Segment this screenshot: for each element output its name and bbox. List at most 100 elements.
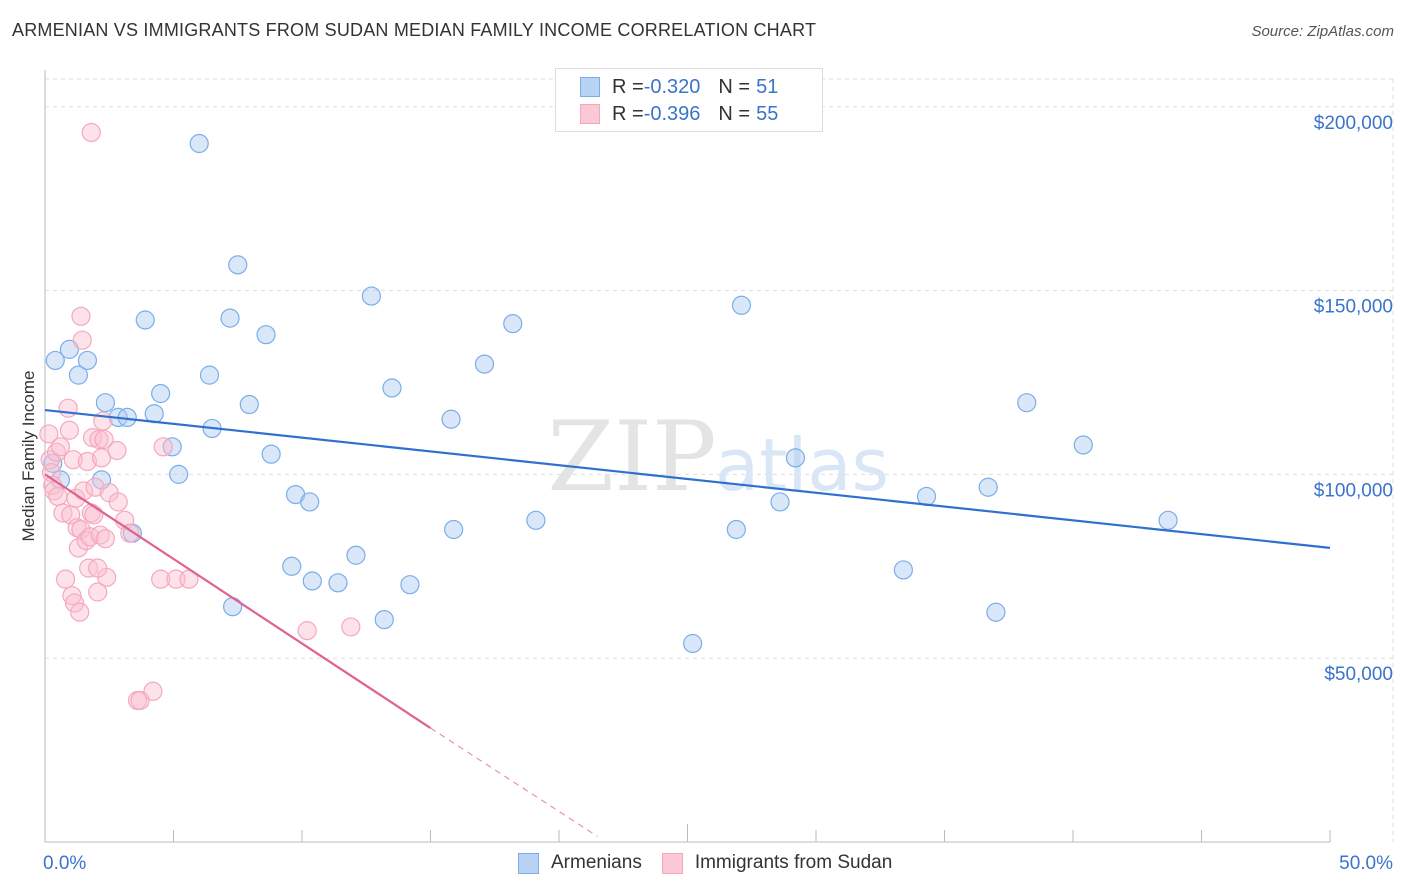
axes <box>44 70 1331 843</box>
sudan-point <box>71 306 91 326</box>
armenians-point <box>45 350 65 371</box>
sudan-point <box>68 538 89 558</box>
armenians-point <box>77 350 98 371</box>
legend-r-value: -0.320 <box>643 75 701 98</box>
series-label-sudan: Immigrants from Sudan <box>694 852 893 873</box>
armenians-point <box>503 314 523 334</box>
armenians-point <box>1073 435 1093 455</box>
sudan-point <box>53 503 73 523</box>
sudan-point <box>151 569 171 589</box>
armenians-point <box>374 609 394 630</box>
armenians-trend-line <box>44 408 1331 549</box>
correlation-legend: R = -0.320 N = 51 R = -0.396 N = 55 <box>555 68 823 132</box>
series-legend-sudan: Immigrants from Sudan <box>661 852 893 874</box>
legend-r-label: R = <box>612 102 644 125</box>
armenians-point <box>300 492 320 512</box>
armenians-point <box>400 575 420 595</box>
armenians-point <box>346 545 366 565</box>
sudan-point <box>63 450 83 470</box>
sudan-point <box>62 586 82 606</box>
sudan-point <box>91 448 112 468</box>
x-tick-label: 0.0% <box>43 853 86 874</box>
sudan-point <box>107 440 127 461</box>
armenians-point <box>770 492 790 512</box>
y-axis-label: Median Family Income <box>19 370 38 541</box>
sudan-point <box>95 529 115 549</box>
trend-lines <box>44 408 1331 837</box>
sudan-trend-extension <box>430 727 598 837</box>
series-legend: Armenians Immigrants from Sudan <box>518 852 912 874</box>
sudan-point <box>89 429 109 450</box>
chart-title: ARMENIAN VS IMMIGRANTS FROM SUDAN MEDIAN… <box>12 20 817 40</box>
armenians-point <box>731 295 752 315</box>
sudan-point <box>70 602 90 622</box>
armenians-point <box>683 633 703 654</box>
series-swatch-sudan <box>661 852 683 874</box>
armenians-point <box>169 464 189 484</box>
sudan-point <box>55 569 76 589</box>
armenians-point <box>1017 393 1037 413</box>
series-label-armenians: Armenians <box>551 852 642 873</box>
watermark-atlas: atlas <box>715 423 889 507</box>
armenians-point <box>361 286 381 306</box>
armenians-point <box>302 571 322 591</box>
sudan-point <box>120 523 140 543</box>
sudan-point <box>94 429 114 450</box>
sudan-point <box>143 681 163 701</box>
scatter-points <box>39 122 1178 711</box>
sudan-point <box>59 420 80 440</box>
sudan-point <box>39 424 59 444</box>
series-swatch-armenians <box>518 852 539 874</box>
legend-n-label: N = <box>718 75 751 98</box>
x-tick-label: 50.0% <box>1339 853 1393 874</box>
armenians-point <box>474 354 495 374</box>
armenians-point <box>151 383 171 404</box>
armenians-point <box>785 448 806 468</box>
legend-row-armenians: R = -0.320 N = 51 <box>580 75 778 99</box>
sudan-point <box>88 582 108 602</box>
legend-n-value: 51 <box>756 75 779 98</box>
armenians-point <box>441 409 461 429</box>
armenians-point <box>916 486 937 507</box>
legend-n-value: 55 <box>756 102 779 125</box>
sudan-point <box>50 437 71 457</box>
sudan-point <box>88 558 108 578</box>
armenians-point <box>199 365 220 385</box>
armenians-point <box>893 560 913 580</box>
sudan-point <box>48 486 68 507</box>
armenians-point <box>382 378 402 398</box>
sudan-point <box>58 398 78 418</box>
armenians-point <box>256 325 276 345</box>
armenians-point <box>261 444 281 464</box>
sudan-point <box>297 621 317 641</box>
series-legend-armenians: Armenians <box>518 852 642 874</box>
legend-swatch-sudan <box>580 104 600 124</box>
armenians-point <box>239 394 259 415</box>
legend-r-value: -0.396 <box>643 102 701 125</box>
sudan-point <box>85 477 105 497</box>
armenians-point <box>223 597 243 617</box>
sudan-point <box>108 492 128 512</box>
y-tick-label: $100,000 <box>1314 480 1393 501</box>
armenians-point <box>986 602 1006 622</box>
armenians-point <box>220 308 240 328</box>
legend-row-sudan: R = -0.396 N = 55 <box>580 102 778 126</box>
y-tick-label: $150,000 <box>1314 297 1393 318</box>
armenians-point <box>444 519 464 540</box>
armenians-point <box>68 365 89 385</box>
y-tick-label: $50,000 <box>1324 664 1393 685</box>
legend-r-label: R = <box>612 75 644 98</box>
y-tick-labels: $50,000 $100,000 $150,000 $200,000 <box>1314 113 1393 685</box>
sudan-point <box>64 593 85 613</box>
chart-source: Source: ZipAtlas.com <box>1251 23 1394 40</box>
armenians-point <box>95 393 115 413</box>
sudan-point <box>72 330 92 350</box>
armenians-point <box>228 255 248 275</box>
sudan-point <box>153 437 173 457</box>
armenians-point <box>282 556 302 576</box>
armenians-point <box>189 133 209 154</box>
sudan-point <box>90 525 110 545</box>
armenians-point <box>526 510 546 530</box>
x-tick-labels: 0.0% 50.0% <box>43 853 1393 874</box>
